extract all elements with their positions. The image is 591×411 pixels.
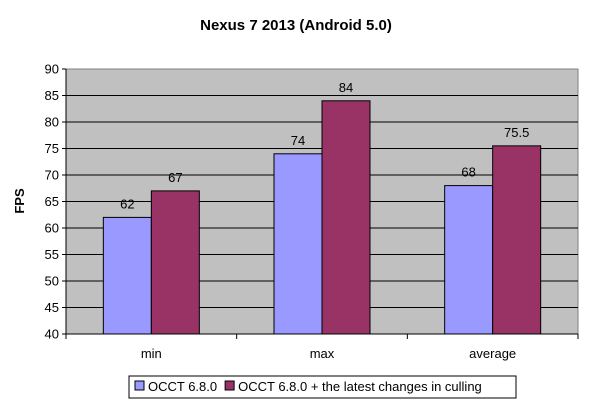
y-tick-label: 55: [45, 247, 59, 262]
x-tick-label: min: [141, 346, 162, 361]
x-axis-ticks: min max average: [65, 334, 579, 361]
data-label: 75.5: [504, 125, 529, 140]
y-tick-label: 80: [45, 115, 59, 130]
y-tick-label: 45: [45, 300, 59, 315]
bar: [492, 145, 542, 335]
data-label: 67: [168, 170, 182, 185]
bar: [102, 216, 152, 335]
legend-label: OCCT 6.8.0: [148, 379, 217, 394]
bar: [150, 190, 200, 335]
data-label: 68: [461, 165, 475, 180]
y-tick-label: 75: [45, 141, 59, 156]
y-axis-label: FPS: [12, 188, 27, 214]
y-tick-label: 60: [45, 221, 59, 236]
data-label: 74: [291, 133, 305, 148]
x-tick-label: average: [469, 346, 516, 361]
data-label: 62: [120, 196, 134, 211]
data-label: 84: [339, 80, 353, 95]
bar: [321, 100, 371, 335]
bar: [444, 185, 494, 335]
legend-swatch: [224, 380, 235, 391]
y-tick-label: 85: [45, 88, 59, 103]
bars: [102, 100, 542, 335]
y-axis-ticks: 40 45 50 55 60 65 70 75 80 85 90: [45, 62, 66, 342]
y-tick-label: 90: [45, 62, 59, 77]
bar: [273, 153, 323, 335]
x-tick-label: max: [310, 346, 335, 361]
data-labels: 62 67 74 84 68 75.5: [120, 80, 529, 212]
y-tick-label: 65: [45, 194, 59, 209]
legend-label: OCCT 6.8.0 + the latest changes in culli…: [238, 379, 482, 394]
y-tick-label: 50: [45, 274, 59, 289]
legend: OCCT 6.8.0 OCCT 6.8.0 + the latest change…: [128, 375, 517, 399]
y-tick-label: 40: [45, 327, 59, 342]
legend-swatch: [134, 380, 145, 391]
chart-title: Nexus 7 2013 (Android 5.0): [200, 17, 392, 34]
y-tick-label: 70: [45, 168, 59, 183]
